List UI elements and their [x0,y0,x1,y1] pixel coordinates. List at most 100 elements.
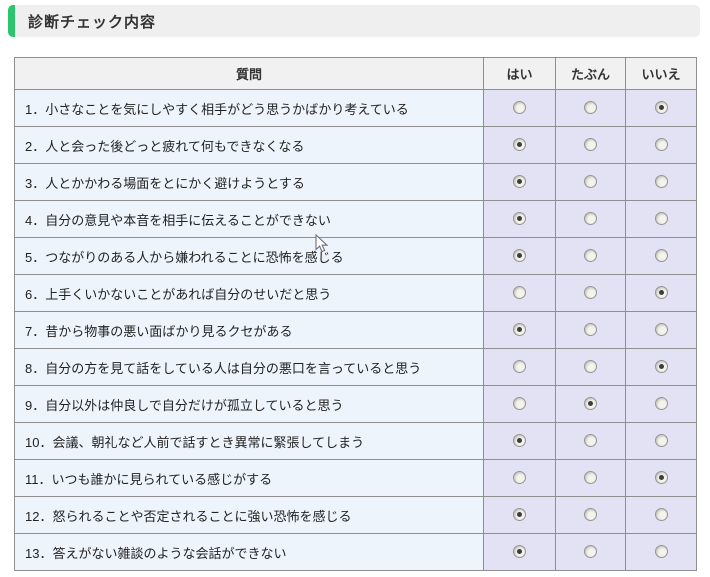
radio-maybe[interactable] [584,101,597,115]
column-header-question: 質問 [14,57,484,90]
radio-no[interactable] [654,249,668,263]
table-row: 11．いつも誰かに見られている感じがする [14,459,697,497]
radio-maybe[interactable] [584,360,597,374]
radio-yes-selected[interactable] [513,545,526,559]
question-text: 8．自分の方を見て話をしている人は自分の悪口を言っていると思う [14,348,484,386]
answer-cell-no [625,237,697,275]
radio-no-selected[interactable] [654,471,668,485]
answer-cell-yes [483,422,556,460]
radio-yes[interactable] [513,101,526,115]
answer-cell-no [625,89,697,127]
table-row: 1．小さなことを気にしやすく相手がどう思うかばかり考えている [14,89,697,127]
radio-yes[interactable] [513,360,526,374]
radio-maybe[interactable] [584,212,597,226]
answer-cell-yes [483,496,556,534]
radio-yes-selected[interactable] [513,323,526,337]
answer-cell-yes [483,237,556,275]
column-header-maybe: たぶん [555,57,626,90]
question-text: 9．自分以外は仲良しで自分だけが孤立していると思う [14,385,484,423]
radio-no[interactable] [654,397,668,411]
radio-maybe[interactable] [584,471,597,485]
radio-yes-selected[interactable] [513,212,526,226]
radio-no-selected[interactable] [654,286,668,300]
table-row: 2．人と会った後どっと疲れて何もできなくなる [14,126,697,164]
answer-cell-maybe [555,126,626,164]
answer-cell-maybe [555,237,626,275]
table-row: 5．つながりのある人から嫌われることに恐怖を感じる [14,237,697,275]
table-row: 9．自分以外は仲良しで自分だけが孤立していると思う [14,385,697,423]
radio-no[interactable] [654,508,668,522]
answer-cell-maybe [555,348,626,386]
table-row: 4．自分の意見や本音を相手に伝えることができない [14,200,697,238]
diagnostic-check-table: 質問 はい たぶん いいえ 1．小さなことを気にしやすく相手がどう思うかばかり考… [14,57,697,571]
answer-cell-maybe [555,311,626,349]
radio-yes-selected[interactable] [513,434,526,448]
answer-cell-no [625,311,697,349]
question-text: 10．会議、朝礼など人前で話すとき異常に緊張してしまう [14,422,484,460]
radio-no[interactable] [654,212,668,226]
question-text: 2．人と会った後どっと疲れて何もできなくなる [14,126,484,164]
radio-no[interactable] [654,138,668,152]
answer-cell-maybe [555,385,626,423]
answer-cell-yes [483,385,556,423]
radio-maybe[interactable] [584,138,597,152]
radio-no[interactable] [654,434,668,448]
question-text: 11．いつも誰かに見られている感じがする [14,459,484,497]
question-text: 1．小さなことを気にしやすく相手がどう思うかばかり考えている [14,89,484,127]
radio-no-selected[interactable] [654,101,668,115]
answer-cell-yes [483,274,556,312]
answer-cell-yes [483,126,556,164]
radio-maybe[interactable] [584,508,597,522]
answer-cell-yes [483,348,556,386]
question-text: 12．怒られることや否定されることに強い恐怖を感じる [14,496,484,534]
question-text: 4．自分の意見や本音を相手に伝えることができない [14,200,484,238]
table-row: 13．答えがない雑談のような会話ができない [14,533,697,571]
radio-no[interactable] [654,175,668,189]
radio-maybe-selected[interactable] [584,397,597,411]
question-text: 6．上手くいかないことがあれば自分のせいだと思う [14,274,484,312]
radio-no-selected[interactable] [654,360,668,374]
table-header-row: 質問 はい たぶん いいえ [14,57,697,90]
radio-yes[interactable] [513,397,526,411]
radio-yes-selected[interactable] [513,249,526,263]
radio-maybe[interactable] [584,286,597,300]
answer-cell-yes [483,200,556,238]
section-header: 診断チェック内容 [8,5,700,37]
radio-maybe[interactable] [584,175,597,189]
question-text: 7．昔から物事の悪い面ばかり見るクセがある [14,311,484,349]
answer-cell-no [625,459,697,497]
answer-cell-maybe [555,274,626,312]
answer-cell-maybe [555,533,626,571]
page-title: 診断チェック内容 [28,13,157,31]
table-row: 3．人とかかわる場面をとにかく避けようとする [14,163,697,201]
radio-yes-selected[interactable] [513,175,526,189]
radio-maybe[interactable] [584,323,597,337]
radio-maybe[interactable] [584,545,597,559]
radio-no[interactable] [654,545,668,559]
radio-yes[interactable] [513,286,526,300]
answer-cell-no [625,200,697,238]
answer-cell-maybe [555,163,626,201]
answer-cell-no [625,163,697,201]
answer-cell-no [625,496,697,534]
answer-cell-maybe [555,200,626,238]
answer-cell-yes [483,533,556,571]
question-text: 13．答えがない雑談のような会話ができない [14,533,484,571]
answer-cell-yes [483,163,556,201]
answer-cell-yes [483,459,556,497]
answer-cell-maybe [555,459,626,497]
question-text: 3．人とかかわる場面をとにかく避けようとする [14,163,484,201]
radio-yes-selected[interactable] [513,138,526,152]
table-row: 6．上手くいかないことがあれば自分のせいだと思う [14,274,697,312]
radio-no[interactable] [654,323,668,337]
answer-cell-no [625,385,697,423]
radio-yes-selected[interactable] [513,508,526,522]
radio-maybe[interactable] [584,434,597,448]
answer-cell-no [625,348,697,386]
table-row: 8．自分の方を見て話をしている人は自分の悪口を言っていると思う [14,348,697,386]
answer-cell-no [625,126,697,164]
radio-yes[interactable] [513,471,526,485]
radio-maybe[interactable] [584,249,597,263]
question-text: 5．つながりのある人から嫌われることに恐怖を感じる [14,237,484,275]
